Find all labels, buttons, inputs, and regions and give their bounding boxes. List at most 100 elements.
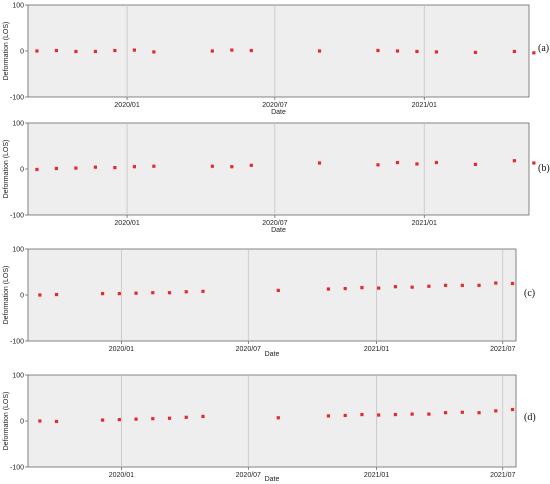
data-point: [326, 414, 331, 418]
data-point: [376, 48, 380, 53]
data-point: [249, 163, 253, 167]
y-tick-label: 100: [12, 3, 24, 10]
x-tick-label: 2020/07: [262, 220, 287, 227]
data-point: [410, 412, 414, 416]
data-point: [317, 161, 322, 165]
data-point: [443, 283, 448, 287]
data-point: [184, 415, 188, 419]
data-point: [477, 283, 481, 287]
y-tick-label: 100: [12, 121, 24, 128]
x-tick-label: 2021/01: [412, 220, 437, 227]
data-point: [54, 292, 59, 297]
data-point: [532, 51, 536, 55]
y-tick-label: -100: [10, 213, 24, 220]
data-point: [510, 407, 515, 412]
x-tick-label: 2020/07: [236, 346, 261, 353]
data-point: [230, 165, 234, 169]
data-point: [100, 418, 105, 422]
data-point: [532, 161, 536, 165]
data-point: [427, 412, 431, 416]
panel-label: (a): [538, 43, 549, 54]
data-point: [326, 287, 331, 291]
data-point: [276, 416, 280, 420]
y-axis-label: Deformation (LOS): [3, 266, 10, 325]
data-point: [460, 410, 464, 414]
data-point: [74, 166, 78, 170]
data-point: [152, 50, 156, 54]
data-point: [74, 49, 78, 54]
data-point: [249, 48, 253, 53]
data-point: [443, 411, 448, 415]
x-tick-label: 2020/01: [114, 102, 139, 109]
data-point: [395, 49, 400, 53]
data-point: [201, 289, 205, 293]
data-point: [395, 160, 400, 165]
y-tick-label: 0: [20, 49, 24, 56]
data-point: [343, 413, 347, 418]
data-point: [167, 416, 172, 420]
data-point: [317, 49, 322, 53]
data-point: [134, 417, 138, 421]
panel-b: 2020/01 2020/07 2021/01 100 0 -100 Date Deforma…: [3, 121, 550, 235]
data-point: [376, 163, 380, 167]
data-point: [377, 286, 381, 290]
data-point: [377, 413, 381, 417]
x-tick-label: 2021/01: [364, 472, 389, 479]
data-point: [512, 159, 516, 163]
data-point: [151, 291, 155, 295]
data-point: [360, 286, 364, 290]
x-tick-label: 2021/07: [490, 346, 515, 353]
data-point: [152, 164, 156, 168]
plot-area: [27, 122, 530, 216]
panel-a: 2020/01 2020/07 2021/01 100 0 -100 Date Deforma…: [3, 3, 549, 117]
data-point: [38, 293, 42, 297]
data-point: [38, 419, 42, 423]
y-tick-label: 100: [12, 247, 24, 254]
data-point: [184, 290, 188, 294]
data-point: [393, 412, 397, 417]
data-point: [230, 48, 234, 52]
data-point: [35, 49, 39, 53]
x-axis-label: Date: [271, 227, 286, 234]
x-tick-label: 2020/01: [114, 220, 139, 227]
y-tick-label: 100: [12, 373, 24, 380]
y-tick-label: 0: [20, 419, 24, 426]
data-point: [134, 291, 138, 295]
x-axis-label: Date: [265, 351, 280, 358]
y-axis-label: Deformation (LOS): [3, 22, 10, 81]
x-tick-label: 2021/01: [364, 346, 389, 353]
data-point: [54, 48, 59, 53]
data-point: [117, 418, 121, 422]
plot-area: [27, 4, 530, 98]
x-tick-label: 2020/01: [109, 472, 134, 479]
data-point: [54, 166, 59, 171]
data-point: [343, 286, 347, 291]
data-point: [35, 167, 39, 172]
data-point: [167, 291, 172, 295]
data-point: [427, 284, 431, 288]
data-point: [393, 285, 397, 289]
data-point: [415, 49, 419, 54]
data-point: [132, 165, 136, 169]
data-point: [512, 49, 516, 54]
data-point: [276, 288, 280, 292]
y-tick-label: -100: [10, 339, 24, 346]
y-tick-label: 0: [20, 293, 24, 300]
x-axis-label: Date: [265, 476, 280, 483]
data-point: [117, 292, 121, 296]
x-axis-label: Date: [271, 109, 286, 116]
data-point: [132, 48, 136, 52]
plot-area: [27, 374, 517, 468]
data-point: [473, 50, 478, 54]
data-point: [113, 166, 117, 170]
data-point: [93, 49, 97, 54]
data-point: [210, 164, 214, 168]
data-point: [410, 285, 414, 289]
data-point: [100, 292, 105, 296]
y-tick-label: 0: [20, 167, 24, 174]
panel-d: 2020/01 2020/07 2021/01 2021/07 100 0 -100 Date…: [3, 373, 536, 484]
y-axis-label: Deformation (LOS): [3, 392, 10, 451]
panel-label: (b): [538, 163, 550, 174]
data-point: [494, 281, 498, 285]
data-point: [113, 48, 117, 53]
